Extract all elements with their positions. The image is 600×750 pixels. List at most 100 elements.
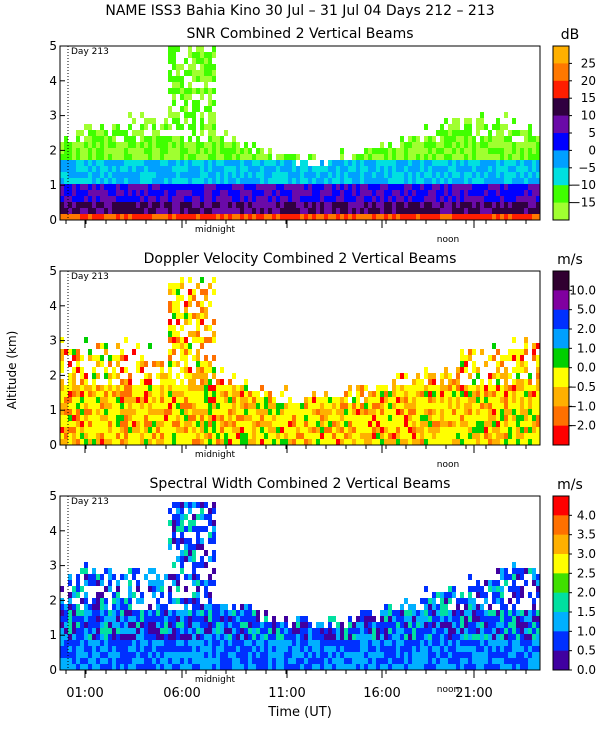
heatmap-cell	[476, 130, 480, 136]
heatmap-cell	[440, 166, 444, 172]
heatmap-cell	[456, 373, 460, 379]
colorbar-label: 0.5	[577, 644, 596, 658]
x-axis-label: Time (UT)	[267, 705, 332, 720]
heatmap-cell	[484, 214, 488, 220]
colorbar-label: 1.0	[577, 341, 596, 355]
heatmap-cell	[516, 154, 520, 160]
heatmap-cell	[236, 610, 240, 616]
heatmap-cell	[172, 421, 176, 427]
heatmap-cell	[236, 415, 240, 421]
midnight-label: midnight	[195, 450, 236, 460]
heatmap-cell	[84, 385, 88, 391]
heatmap-cell	[224, 148, 228, 154]
heatmap-cell	[196, 532, 200, 538]
heatmap-cell	[88, 196, 92, 202]
heatmap-cell	[512, 634, 516, 640]
heatmap-cell	[92, 373, 96, 379]
heatmap-cell	[72, 628, 76, 634]
heatmap-cell	[344, 397, 348, 403]
heatmap-cell	[472, 598, 476, 604]
heatmap-cell	[228, 397, 232, 403]
heatmap-cell	[516, 664, 520, 670]
heatmap-cell	[528, 214, 532, 220]
heatmap-cell	[476, 196, 480, 202]
heatmap-cell	[528, 622, 532, 628]
heatmap-cell	[196, 574, 200, 580]
heatmap-cell	[468, 160, 472, 166]
heatmap-cell	[148, 166, 152, 172]
heatmap-cell	[528, 196, 532, 202]
heatmap-cell	[132, 172, 136, 178]
heatmap-cell	[200, 319, 204, 325]
heatmap-cell	[332, 427, 336, 433]
heatmap-cell	[532, 604, 536, 610]
heatmap-cell	[132, 652, 136, 658]
heatmap-cell	[148, 409, 152, 415]
heatmap-cell	[140, 634, 144, 640]
heatmap-cell	[256, 658, 260, 664]
heatmap-cell	[92, 196, 96, 202]
heatmap-cell	[504, 610, 508, 616]
heatmap-cell	[200, 610, 204, 616]
heatmap-cell	[484, 178, 488, 184]
heatmap-cell	[148, 343, 152, 349]
heatmap-cell	[168, 652, 172, 658]
heatmap-cell	[164, 421, 168, 427]
heatmap-cell	[288, 403, 292, 409]
heatmap-cell	[408, 184, 412, 190]
heatmap-cell	[476, 415, 480, 421]
heatmap-cell	[404, 628, 408, 634]
heatmap-cell	[468, 586, 472, 592]
heatmap-cell	[532, 664, 536, 670]
heatmap-cell	[240, 604, 244, 610]
heatmap-cell	[148, 148, 152, 154]
heatmap-cell	[364, 202, 368, 208]
heatmap-cell	[404, 427, 408, 433]
heatmap-cell	[168, 574, 172, 580]
heatmap-cell	[332, 166, 336, 172]
heatmap-cell	[168, 46, 172, 52]
heatmap-cell	[416, 622, 420, 628]
heatmap-cell	[488, 610, 492, 616]
heatmap-cell	[392, 427, 396, 433]
heatmap-cell	[88, 415, 92, 421]
heatmap-cell	[312, 409, 316, 415]
heatmap-cell	[116, 664, 120, 670]
heatmap-cell	[336, 652, 340, 658]
heatmap-cell	[384, 166, 388, 172]
heatmap-cell	[80, 148, 84, 154]
heatmap-cell	[468, 154, 472, 160]
heatmap-cell	[144, 118, 148, 124]
heatmap-cell	[440, 604, 444, 610]
heatmap-cell	[168, 628, 172, 634]
heatmap-cell	[96, 208, 100, 214]
heatmap-cell	[124, 196, 128, 202]
heatmap-cell	[364, 433, 368, 439]
heatmap-cell	[196, 202, 200, 208]
heatmap-cell	[156, 196, 160, 202]
heatmap-cell	[256, 652, 260, 658]
heatmap-cell	[508, 130, 512, 136]
heatmap-cell	[100, 580, 104, 586]
heatmap-cell	[168, 166, 172, 172]
heatmap-cell	[196, 622, 200, 628]
heatmap-cell	[152, 592, 156, 598]
heatmap-cell	[188, 208, 192, 214]
heatmap-cell	[424, 385, 428, 391]
heatmap-cell	[500, 148, 504, 154]
heatmap-cell	[212, 421, 216, 427]
heatmap-cell	[88, 658, 92, 664]
heatmap-cell	[256, 403, 260, 409]
heatmap-cell	[440, 409, 444, 415]
heatmap-cell	[292, 172, 296, 178]
heatmap-cell	[464, 178, 468, 184]
heatmap-cell	[296, 178, 300, 184]
heatmap-cell	[440, 592, 444, 598]
heatmap-cell	[68, 172, 72, 178]
heatmap-cell	[416, 160, 420, 166]
heatmap-cell	[528, 148, 532, 154]
heatmap-cell	[512, 148, 516, 154]
heatmap-cell	[140, 433, 144, 439]
heatmap-cell	[140, 427, 144, 433]
heatmap-cell	[240, 154, 244, 160]
